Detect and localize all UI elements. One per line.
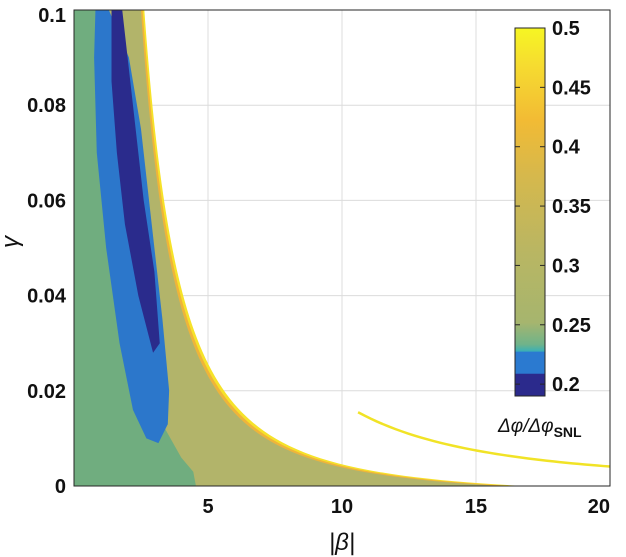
colorbar: 0.2 0.25 0.3 0.35 0.4 0.45 0.5 Δφ/ΔφSNL <box>497 18 591 440</box>
colorbar-label-subscript: SNL <box>554 424 582 440</box>
y-tick-label: 0 <box>55 476 66 498</box>
y-tick-label: 0.08 <box>27 95 66 117</box>
colorbar-tick-label: 0.5 <box>552 18 580 40</box>
y-tick-label: 0.1 <box>38 5 66 27</box>
x-tick-label: 5 <box>202 496 213 518</box>
y-tick-label: 0.06 <box>27 190 66 212</box>
x-tick-label: 20 <box>588 496 610 518</box>
x-tick-label: 15 <box>465 496 487 518</box>
colorbar-tick-label: 0.35 <box>552 196 591 218</box>
colorbar-tick-label: 0.45 <box>552 77 591 99</box>
colorbar-label-main: Δφ/Δφ <box>497 416 554 437</box>
x-tick-labels: 5 10 15 20 <box>202 496 610 518</box>
heatmap-regions <box>74 10 610 486</box>
colorbar-tick-label: 0.2 <box>552 374 580 396</box>
colorbar-tick-label: 0.25 <box>552 315 591 337</box>
colorbar-tick-label: 0.3 <box>552 255 580 277</box>
colorbar-label: Δφ/ΔφSNL <box>497 416 582 440</box>
region-isolated-yellow-curve <box>357 411 610 468</box>
y-tick-label: 0.04 <box>27 286 67 308</box>
colorbar-tick-label: 0.4 <box>552 137 581 159</box>
region-olive <box>74 10 503 486</box>
y-axis-label: γ <box>0 234 24 248</box>
x-tick-label: 10 <box>331 496 353 518</box>
colorbar-tick-labels: 0.2 0.25 0.3 0.35 0.4 0.45 0.5 <box>515 18 591 396</box>
y-tick-labels: 0 0.02 0.04 0.06 0.08 0.1 <box>27 5 67 498</box>
x-axis-label: |β| <box>329 529 355 556</box>
region-navy <box>111 10 160 353</box>
y-tick-label: 0.02 <box>27 381 66 403</box>
colorbar-gradient <box>514 27 546 397</box>
axes-frame <box>73 9 611 487</box>
